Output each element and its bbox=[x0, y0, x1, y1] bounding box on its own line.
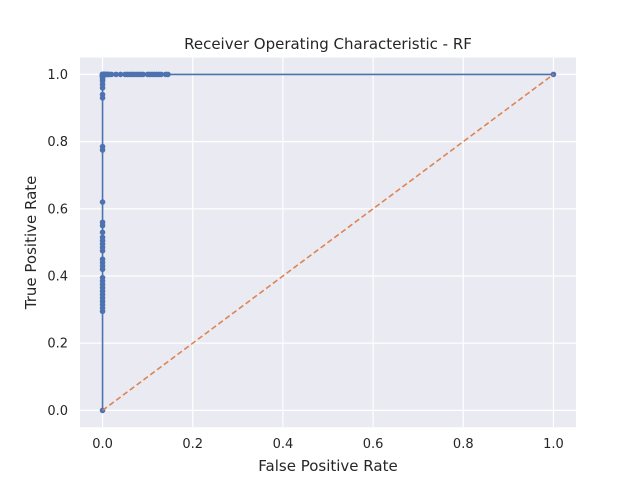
roc-point-marker bbox=[140, 71, 146, 78]
series-layer bbox=[99, 71, 557, 414]
y-tick-labels: 0.0 0.2 0.4 0.6 0.8 1.0 bbox=[47, 68, 68, 419]
y-tick-label: 0.4 bbox=[47, 270, 68, 285]
x-tick-label: 0.0 bbox=[92, 437, 113, 452]
roc-point-marker bbox=[113, 71, 119, 78]
chart-title: Receiver Operating Characteristic - RF bbox=[184, 35, 472, 53]
x-tick-label: 1.0 bbox=[543, 437, 564, 452]
chance-diagonal-line bbox=[102, 73, 554, 412]
x-tick-labels: 0.0 0.2 0.4 0.6 0.8 1.0 bbox=[92, 437, 564, 452]
x-tick-label: 0.4 bbox=[273, 437, 294, 452]
roc-point-marker bbox=[99, 143, 106, 150]
y-axis-label: True Positive Rate bbox=[22, 176, 40, 311]
roc-point-marker bbox=[99, 219, 106, 226]
x-tick-label: 0.6 bbox=[363, 437, 384, 452]
roc-point-marker bbox=[117, 71, 124, 78]
roc-point-marker bbox=[165, 71, 171, 78]
roc-point-marker bbox=[108, 71, 115, 78]
y-tick-label: 0.2 bbox=[47, 337, 68, 352]
roc-point-marker bbox=[99, 91, 106, 98]
roc-point-marker bbox=[99, 274, 106, 281]
y-tick-label: 1.0 bbox=[47, 68, 68, 83]
x-tick-label: 0.8 bbox=[453, 437, 474, 452]
x-axis-label: False Positive Rate bbox=[258, 457, 397, 475]
roc-point-marker bbox=[99, 229, 106, 236]
roc-point-marker bbox=[99, 256, 106, 263]
grid-lines bbox=[80, 57, 576, 428]
y-tick-label: 0.8 bbox=[47, 135, 68, 150]
roc-point-marker bbox=[158, 71, 164, 78]
roc-point-marker bbox=[99, 234, 106, 241]
roc-point-marker bbox=[99, 199, 106, 205]
y-tick-label: 0.6 bbox=[47, 202, 68, 217]
y-tick-label: 0.0 bbox=[47, 404, 68, 419]
x-tick-label: 0.2 bbox=[182, 437, 203, 452]
